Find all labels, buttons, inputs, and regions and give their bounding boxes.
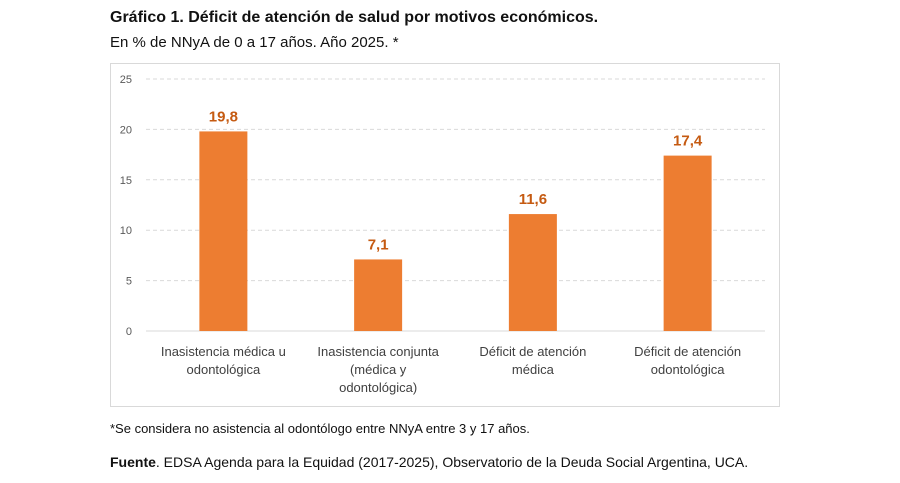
x-category-label-line: médica [512, 362, 555, 377]
bar [663, 155, 712, 331]
y-tick-label: 0 [126, 326, 132, 338]
x-category-label-line: Déficit de atención [634, 344, 741, 359]
data-label: 19,8 [209, 108, 238, 125]
y-tick-label: 20 [120, 124, 132, 136]
x-category-label: Déficit de atención médica [479, 344, 586, 377]
x-category-label-line: odontológica [651, 362, 725, 377]
data-label: 7,1 [368, 236, 389, 253]
y-tick-label: 25 [120, 74, 132, 86]
y-tick-label: 5 [126, 276, 132, 288]
footnote: *Se considera no asistencia al odontólog… [110, 421, 530, 436]
x-category-label-line: (médica y [350, 362, 407, 377]
x-category-label-line: odontológica [187, 362, 261, 377]
source-note: Fuente. EDSA Agenda para la Equidad (201… [110, 454, 748, 470]
chart-title: Gráfico 1. Déficit de atención de salud … [110, 9, 599, 26]
y-tick-label: 10 [120, 225, 132, 237]
x-category-label-line: Inasistencia médica u [161, 344, 286, 359]
bar [199, 131, 248, 331]
x-category-label-line: Déficit de atención [479, 344, 586, 359]
chart-frame [110, 63, 780, 407]
x-category-label-line: odontológica) [339, 380, 417, 395]
x-category-label: Inasistencia conjunta (médica y odontológi… [317, 344, 439, 395]
chart-subtitle: En % de NNyA de 0 a 17 años. Año 2025. * [110, 34, 399, 51]
y-tick-label: 15 [120, 175, 132, 187]
bar [354, 259, 403, 331]
data-label: 17,4 [673, 133, 703, 150]
source-text: . EDSA Agenda para la Equidad (2017-2025… [155, 454, 749, 470]
source-label: Fuente [110, 454, 156, 470]
x-category-label-line: Inasistencia conjunta [317, 344, 439, 359]
x-category-label: Déficit de atención odontológica [634, 344, 741, 377]
bar [508, 214, 557, 331]
data-label: 11,6 [519, 191, 547, 208]
x-category-label: Inasistencia médica u odontológica [161, 344, 286, 377]
